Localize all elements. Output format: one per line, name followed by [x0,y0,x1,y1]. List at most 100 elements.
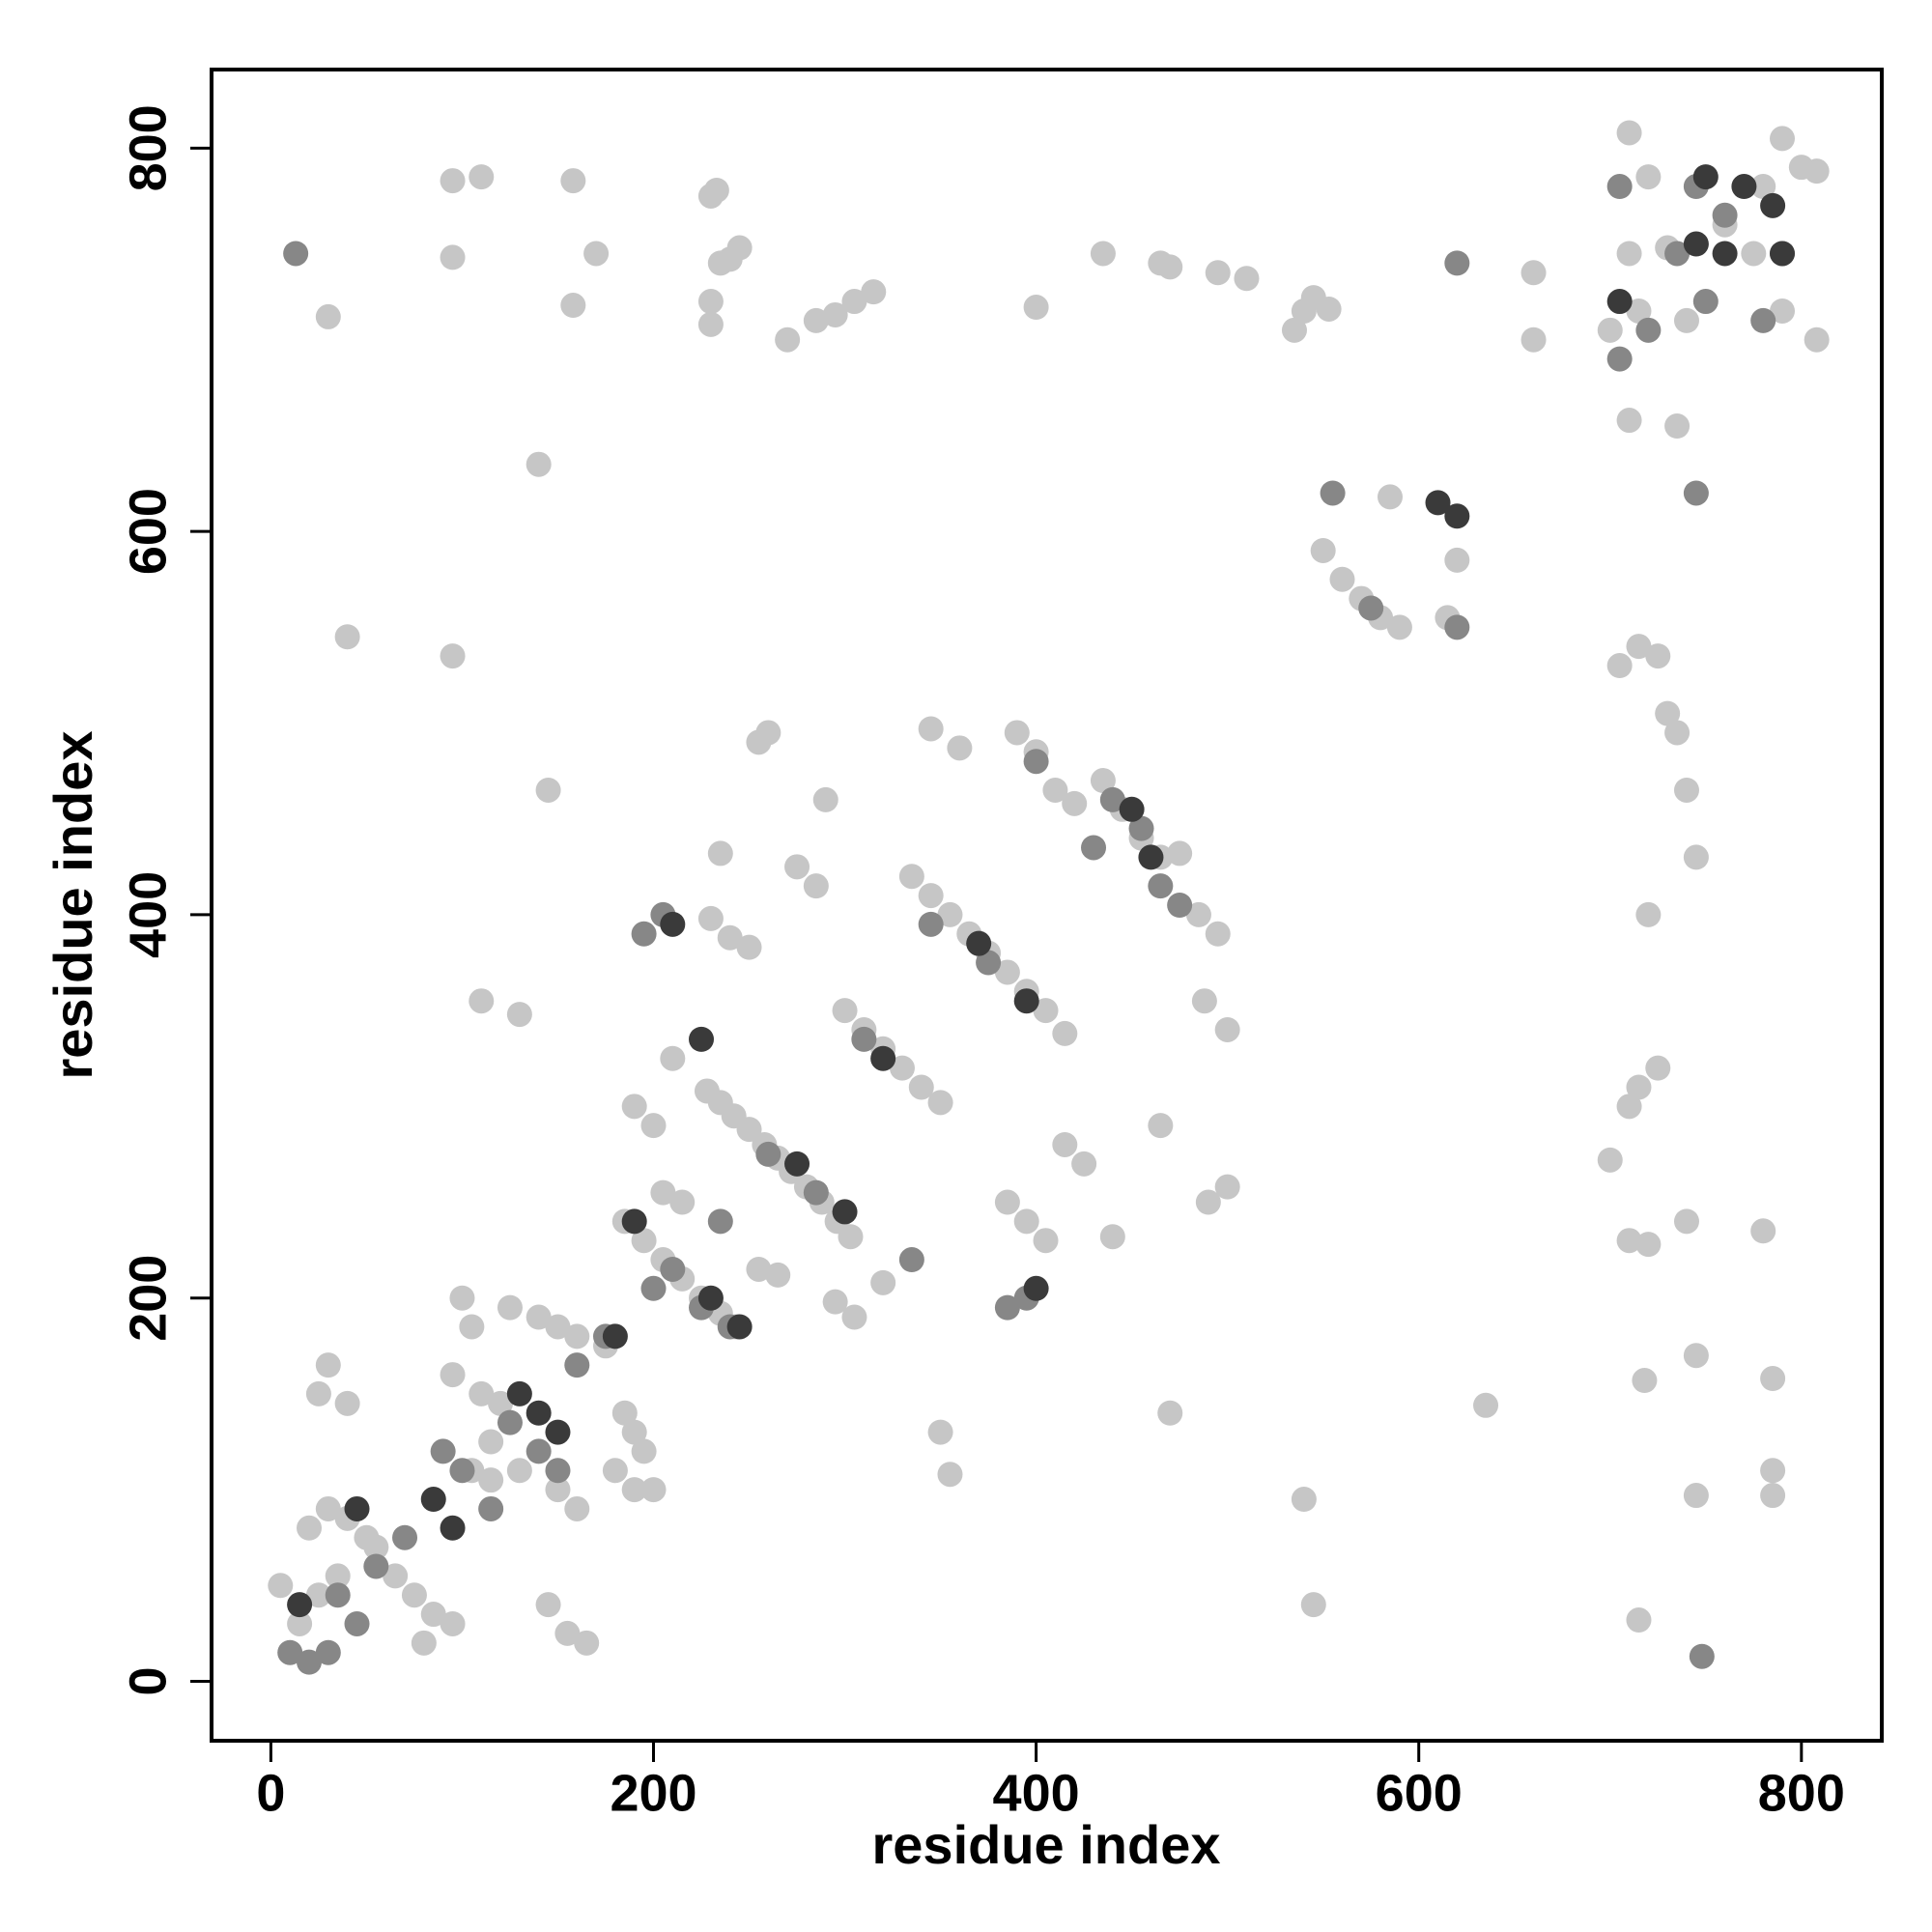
point [918,883,944,909]
point [976,950,1002,976]
point [469,988,495,1014]
point [889,1055,915,1081]
point [1473,1392,1499,1418]
point [1750,174,1776,200]
point [1358,595,1384,621]
point [305,1380,331,1406]
point [736,934,762,960]
point [545,1458,571,1484]
point [526,451,552,477]
point [488,1390,514,1416]
point [277,1639,303,1665]
point [1291,1487,1317,1513]
point [1444,250,1470,276]
point [1214,1016,1240,1042]
point [268,1573,294,1599]
point [870,1045,896,1071]
point [564,1352,590,1378]
point [822,1289,848,1315]
point [526,1438,552,1464]
point [363,1553,389,1579]
point [315,1495,341,1521]
point [765,1262,791,1288]
point [1626,1607,1652,1634]
point [344,1610,370,1636]
point [545,1314,571,1340]
point [631,1228,657,1254]
point [440,1362,466,1388]
point [717,924,743,951]
point [1310,537,1336,563]
point [478,1495,504,1521]
point [851,1026,877,1052]
point [1167,840,1193,867]
point [1616,120,1642,146]
point [746,1256,772,1282]
point [838,1224,864,1250]
point [526,1400,552,1426]
point [1692,164,1719,190]
point [287,1610,313,1636]
x-tick-label: 0 [256,1764,285,1822]
point [841,289,867,315]
point [1520,260,1547,286]
point [1300,1592,1326,1618]
point [697,289,724,315]
point [1013,1208,1039,1235]
point [1444,503,1470,529]
point [1645,643,1671,669]
point [966,930,992,956]
point [927,1419,953,1445]
point [1157,1400,1183,1426]
point [564,1495,590,1521]
point [401,1582,427,1608]
point [602,1323,628,1350]
point [784,1151,810,1177]
point [1770,241,1796,267]
point [1320,480,1346,506]
point [420,1487,446,1513]
point [1023,1275,1049,1301]
point [1191,988,1217,1014]
point [1281,317,1307,343]
point [660,1256,686,1282]
point [420,1602,446,1628]
point [344,1495,370,1521]
point [1052,1131,1078,1157]
point [574,1630,600,1656]
point [650,1179,676,1206]
point [803,1179,829,1206]
point [1673,777,1699,803]
x-tick-label: 600 [1376,1764,1463,1822]
point [621,1094,647,1120]
point [1692,289,1719,315]
point [1023,749,1049,775]
plot-frame [210,68,1884,1743]
point [1042,777,1068,803]
point [469,164,495,190]
point [660,911,686,937]
point [631,1438,657,1464]
point [440,1610,466,1636]
point [1052,1020,1078,1046]
point [1119,796,1145,822]
point [1616,241,1642,267]
point [497,1409,523,1435]
point [1683,844,1709,870]
point [937,901,963,927]
point [497,1294,523,1321]
point [1731,174,1757,200]
point [994,959,1020,985]
point [440,244,466,270]
point [1741,241,1767,267]
point [1635,317,1662,343]
point [1520,327,1547,353]
point [621,1208,647,1235]
point [392,1524,418,1550]
point [1167,893,1193,918]
point [506,1002,532,1028]
point [1635,1232,1662,1258]
point [478,1467,504,1493]
point [1683,1343,1709,1369]
point [315,303,341,329]
